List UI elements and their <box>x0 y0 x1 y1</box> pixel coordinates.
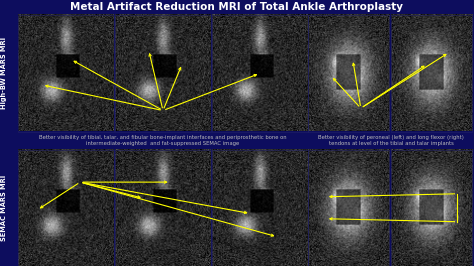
Bar <box>308 15 389 131</box>
Bar <box>308 149 389 266</box>
Bar <box>115 15 211 131</box>
Text: SEMAC MARS MRI: SEMAC MARS MRI <box>1 174 7 241</box>
Bar <box>212 149 308 266</box>
Bar <box>115 149 211 266</box>
Bar <box>18 15 114 131</box>
Text: High-BW MARS MRI: High-BW MARS MRI <box>1 37 7 109</box>
Bar <box>391 149 472 266</box>
Text: Better visibility of tibial, talar, and fibular bone-implant interfaces and peri: Better visibility of tibial, talar, and … <box>39 135 287 146</box>
Text: Better visibility of peroneal (left) and long flexor (right)
tendons at level of: Better visibility of peroneal (left) and… <box>318 135 464 146</box>
Text: Metal Artifact Reduction MRI of Total Ankle Arthroplasty: Metal Artifact Reduction MRI of Total An… <box>71 2 403 12</box>
Bar <box>391 15 472 131</box>
Bar <box>18 149 114 266</box>
Bar <box>212 15 308 131</box>
